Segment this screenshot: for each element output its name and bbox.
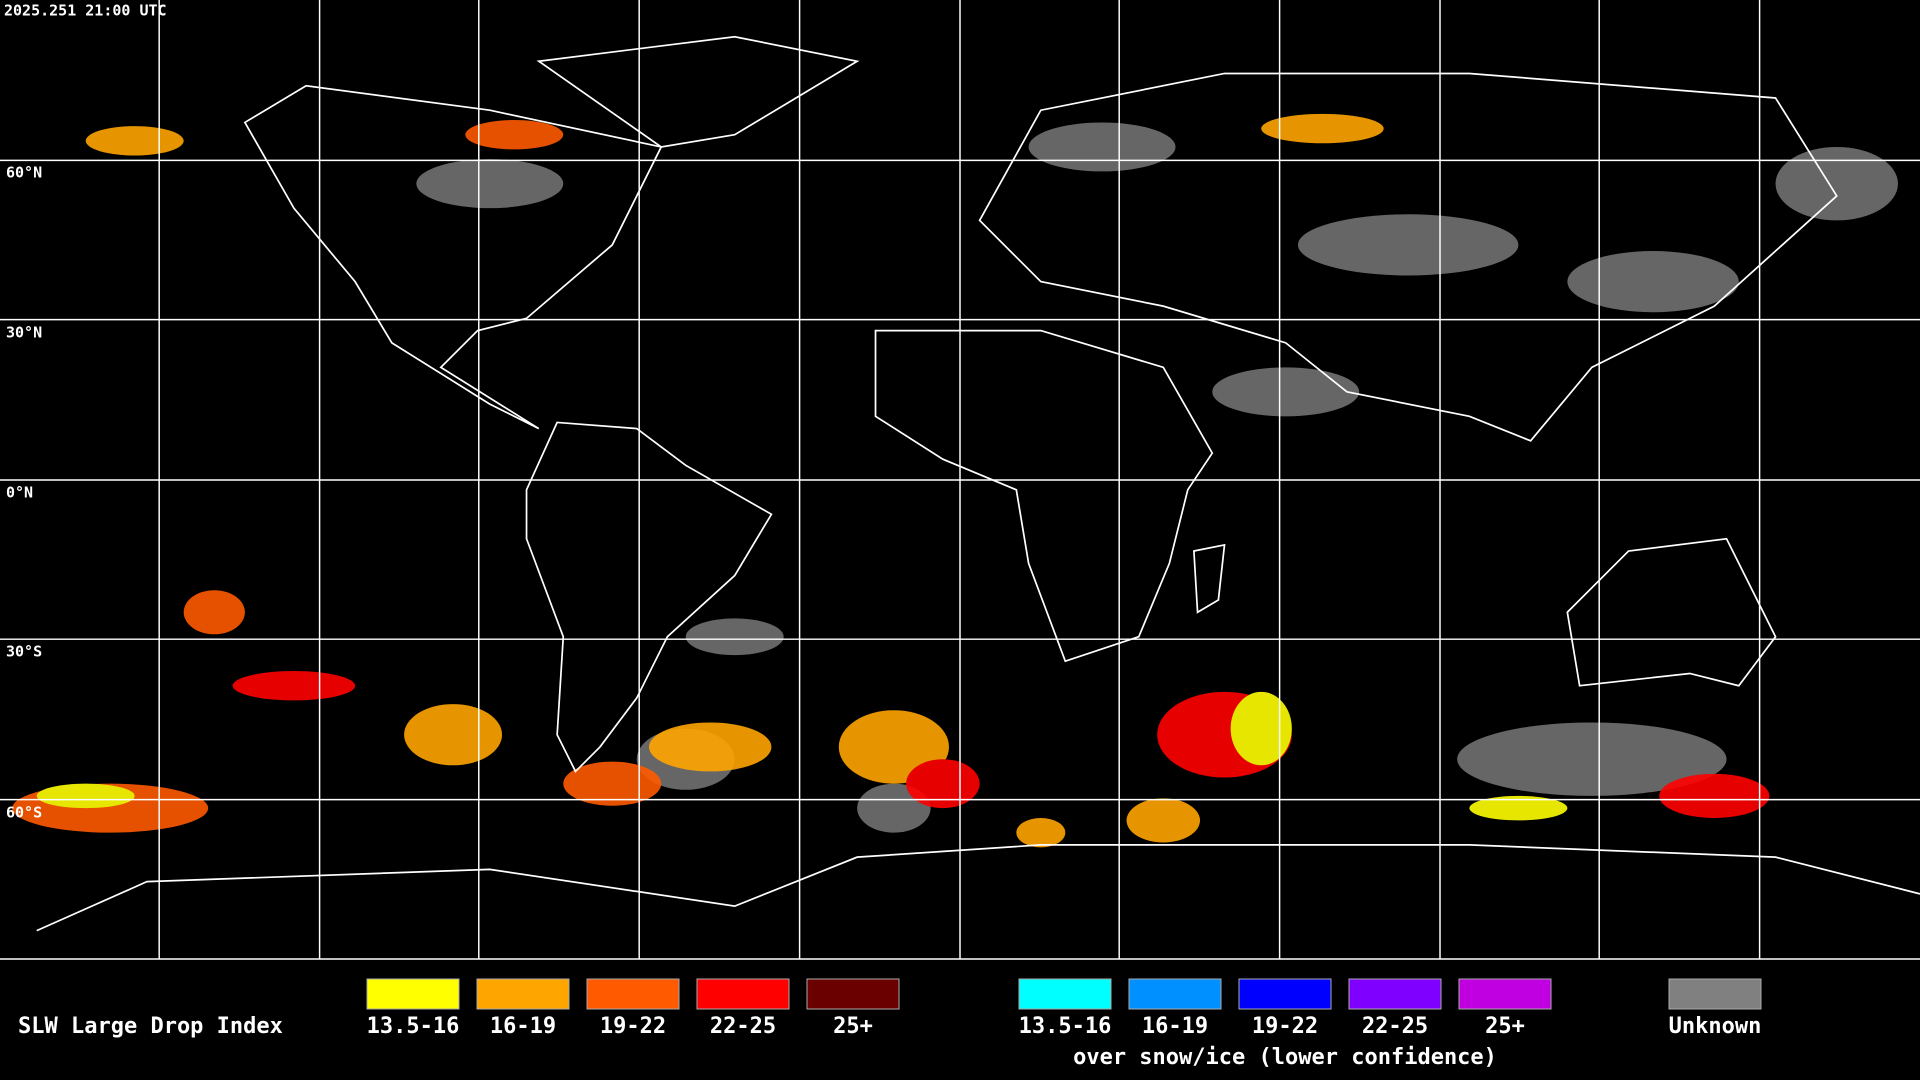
legend-swatch — [1018, 978, 1112, 1010]
timestamp: 2025.251 21:00 UTC — [4, 2, 167, 20]
legend-label: 22-25 — [1362, 1014, 1428, 1039]
latitude-label: 30°N — [6, 324, 42, 342]
latitude-label: 60°N — [6, 164, 42, 182]
legend-swatch — [1238, 978, 1332, 1010]
legend-label: Unknown — [1669, 1014, 1762, 1039]
latitude-label: 60°S — [6, 804, 42, 822]
legend-swatch — [366, 978, 460, 1010]
latitude-label: 30°S — [6, 643, 42, 661]
legend-label: 25+ — [1485, 1014, 1525, 1039]
legend-label: 16-19 — [490, 1014, 556, 1039]
cloud-field — [0, 0, 1920, 959]
legend-swatch — [1128, 978, 1222, 1010]
legend-title: SLW Large Drop Index — [18, 1014, 283, 1039]
legend-label: 19-22 — [1252, 1014, 1318, 1039]
coastlines — [36, 35, 1920, 932]
legend-label: 13.5-16 — [1019, 1014, 1112, 1039]
legend-swatch — [1458, 978, 1552, 1010]
legend-swatch — [586, 978, 680, 1010]
legend-label: 22-25 — [710, 1014, 776, 1039]
legend-label: 19-22 — [600, 1014, 666, 1039]
legend-swatch — [696, 978, 790, 1010]
legend-swatch — [1668, 978, 1762, 1010]
latitude-label: 0°N — [6, 484, 33, 502]
legend-label: 16-19 — [1142, 1014, 1208, 1039]
legend-swatch — [476, 978, 570, 1010]
legend-note: over snow/ice (lower confidence) — [1073, 1045, 1497, 1070]
legend-label: 13.5-16 — [367, 1014, 460, 1039]
legend-label: 25+ — [833, 1014, 873, 1039]
graticule — [0, 0, 1920, 959]
legend-swatch — [1348, 978, 1442, 1010]
legend-swatch — [806, 978, 900, 1010]
